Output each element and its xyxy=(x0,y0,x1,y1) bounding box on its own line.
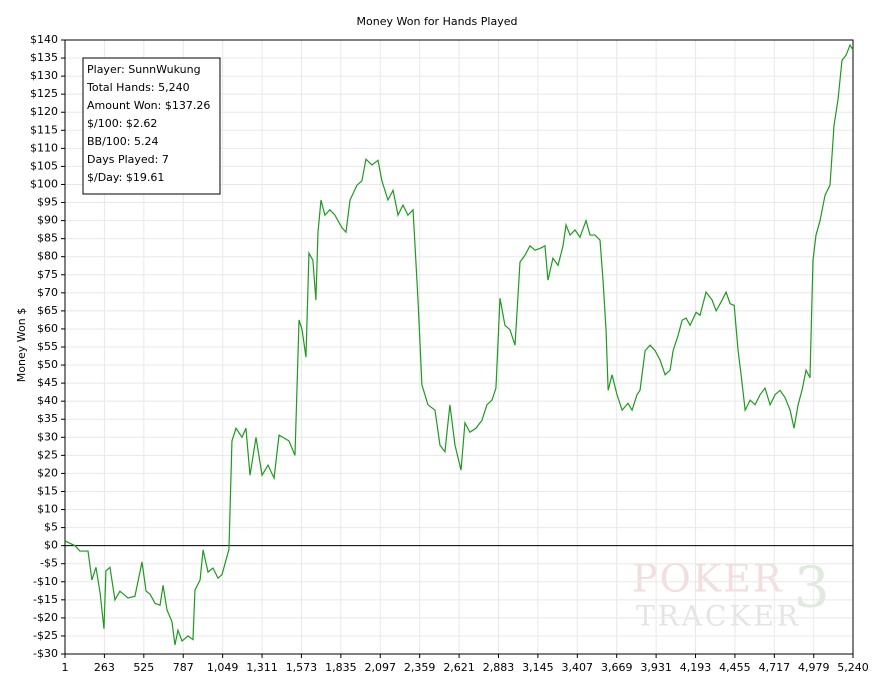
y-tick-label: $105 xyxy=(30,159,58,172)
x-tick-label: 2,621 xyxy=(443,661,475,674)
x-tick-label: 4,455 xyxy=(719,661,751,674)
x-tick-label: 1 xyxy=(62,661,69,674)
y-tick-label: -$20 xyxy=(33,611,58,624)
watermark-logo: 3 xyxy=(794,556,830,621)
y-tick-label: -$15 xyxy=(33,593,58,606)
y-tick-label: $0 xyxy=(44,539,58,552)
y-tick-label: $135 xyxy=(30,51,58,64)
info-box xyxy=(82,57,221,195)
x-tick-label: 787 xyxy=(173,661,194,674)
x-tick-label: 4,717 xyxy=(759,661,791,674)
x-tick-label: 2,097 xyxy=(365,661,397,674)
y-tick-label: $15 xyxy=(37,484,58,497)
plot-frame xyxy=(64,39,854,655)
x-tick-label: 525 xyxy=(133,661,154,674)
y-tick-label: $125 xyxy=(30,87,58,100)
x-tick-label: 2,359 xyxy=(404,661,436,674)
y-tick-label: $90 xyxy=(37,214,58,227)
info-line: Days Played: 7 xyxy=(87,153,169,166)
watermark: TRACKER xyxy=(636,600,801,633)
watermark: POKER xyxy=(632,557,783,601)
y-tick-label: -$30 xyxy=(33,647,58,660)
x-tick-label: 263 xyxy=(94,661,115,674)
x-tick-label: 1,835 xyxy=(325,661,357,674)
y-tick-label: $45 xyxy=(37,376,58,389)
x-tick-label: 1,573 xyxy=(286,661,318,674)
y-tick-label: $85 xyxy=(37,232,58,245)
y-tick-label: $5 xyxy=(44,521,58,534)
x-tick-label: 1,049 xyxy=(207,661,239,674)
y-tick-label: $70 xyxy=(37,286,58,299)
data-line xyxy=(64,43,854,646)
y-tick-label: $25 xyxy=(37,448,58,461)
y-axis-label: Money Won $ xyxy=(15,308,28,382)
info-line: $/Day: $19.61 xyxy=(87,171,164,184)
x-tick-label: 3,931 xyxy=(640,661,672,674)
info-line: Player: SunnWukung xyxy=(87,63,201,76)
y-tick-label: -$25 xyxy=(33,629,58,642)
x-tick-label: 2,883 xyxy=(483,661,515,674)
info-line: BB/100: 5.24 xyxy=(87,135,159,148)
y-tick-label: $10 xyxy=(37,503,58,516)
info-line: $/100: $2.62 xyxy=(87,117,157,130)
y-tick-label: $140 xyxy=(30,33,58,46)
y-tick-label: $50 xyxy=(37,358,58,371)
x-tick-label: 3,669 xyxy=(601,661,633,674)
y-tick-label: $120 xyxy=(30,105,58,118)
y-tick-label: $30 xyxy=(37,430,58,443)
y-tick-label: $75 xyxy=(37,268,58,281)
x-tick-label: 3,145 xyxy=(522,661,554,674)
x-tick-label: 5,240 xyxy=(837,661,869,674)
y-tick-label: -$5 xyxy=(40,557,58,570)
x-tick-label: 1,311 xyxy=(246,661,278,674)
y-tick-label: $35 xyxy=(37,412,58,425)
y-tick-label: $65 xyxy=(37,304,58,317)
y-tick-label: $40 xyxy=(37,394,58,407)
x-tick-label: 4,193 xyxy=(680,661,712,674)
chart-title: Money Won for Hands Played xyxy=(357,15,518,28)
y-tick-label: $130 xyxy=(30,69,58,82)
info-line: Total Hands: 5,240 xyxy=(86,81,190,94)
y-tick-label: -$10 xyxy=(33,575,58,588)
y-tick-label: $55 xyxy=(37,340,58,353)
info-line: Amount Won: $137.26 xyxy=(87,99,210,112)
y-tick-label: $100 xyxy=(30,177,58,190)
y-tick-label: $60 xyxy=(37,322,58,335)
x-tick-label: 4,979 xyxy=(798,661,830,674)
x-tick-label: 3,407 xyxy=(562,661,594,674)
y-tick-label: $20 xyxy=(37,466,58,479)
y-tick-label: $95 xyxy=(37,196,58,209)
y-tick-label: $110 xyxy=(30,141,58,154)
y-tick-label: $115 xyxy=(30,123,58,136)
y-tick-label: $80 xyxy=(37,250,58,263)
